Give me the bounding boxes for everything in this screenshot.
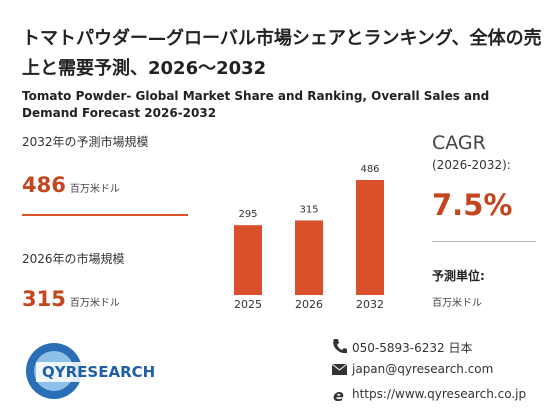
cagr-label: CAGR (432, 132, 486, 154)
cagr-period: (2026-2032): (432, 158, 511, 172)
unit-label: 予測単位: (432, 269, 485, 283)
divider (22, 214, 188, 216)
x-tick-label: 2026 (295, 298, 323, 311)
bar (356, 180, 384, 295)
stat-label: 2032年の予測市場規模 (22, 135, 149, 149)
stat-unit: 百万米ドル (69, 184, 120, 195)
logo-text: QYRESEARCH (42, 363, 155, 381)
website[interactable]: https://www.qyresearch.co.jp (352, 387, 527, 401)
x-tick-label: 2032 (356, 298, 384, 311)
phone-icon (333, 339, 347, 354)
stat-value: 486 (22, 173, 66, 197)
cagr-value: 7.5% (432, 188, 513, 222)
title: トマトパウダー—グローバル市場シェアとランキング、全体の売上と需要予測、2026… (22, 28, 542, 79)
stat-unit: 百万米ドル (69, 298, 120, 309)
email: japan@qyresearch.com (352, 362, 494, 376)
stat-label: 2026年の市場規模 (22, 252, 125, 266)
subtitle: Tomato Powder- Global Market Share and R… (22, 89, 490, 120)
bar (295, 220, 323, 295)
divider (432, 241, 536, 242)
x-tick-label: 2025 (234, 298, 262, 311)
contact-icons: e (331, 339, 348, 405)
stat-value: 315 (22, 287, 66, 311)
mail-icon-flap (331, 363, 348, 371)
value-label: 295 (238, 209, 257, 220)
web-icon: e (333, 386, 344, 405)
value-label: 486 (360, 164, 379, 175)
phone: 050-5893-6232 日本 (352, 341, 473, 355)
value-label: 315 (299, 204, 318, 215)
logo: QYRESEARCH (26, 343, 155, 399)
bar (234, 225, 262, 295)
chart: 295 2025 315 2026 486 2032 (234, 164, 384, 311)
stat: 315 百万米ドル (22, 287, 120, 311)
logo-band (36, 362, 154, 382)
unit: 百万米ドル (432, 298, 482, 309)
stat: 486 百万米ドル (22, 173, 120, 197)
